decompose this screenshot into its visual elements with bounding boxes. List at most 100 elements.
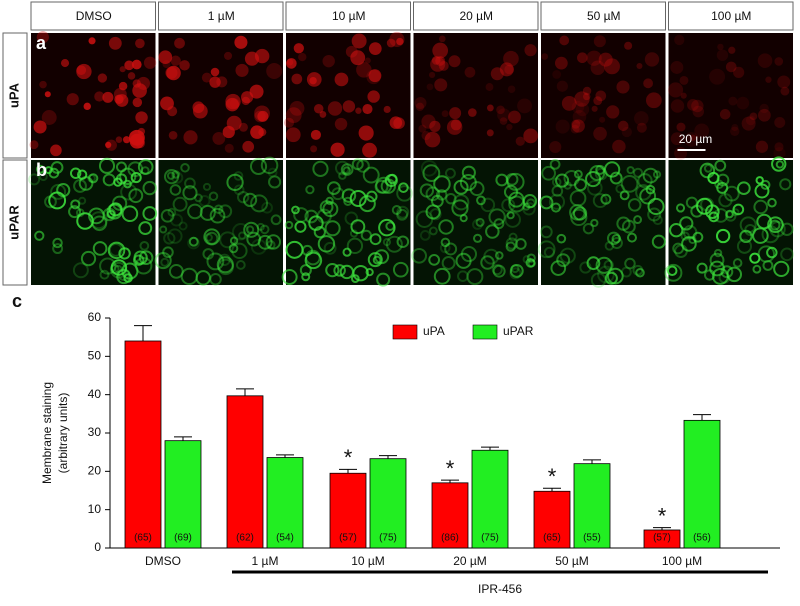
cell (549, 140, 562, 154)
cell (323, 241, 337, 255)
cell (87, 173, 96, 183)
cell (138, 250, 154, 266)
cell (209, 207, 226, 224)
cell (431, 55, 441, 65)
cell (418, 124, 427, 133)
row-label-box (2, 159, 28, 286)
cell (627, 198, 642, 212)
cell (457, 270, 469, 282)
cell (523, 128, 539, 144)
cell (392, 261, 409, 278)
cell (491, 264, 503, 276)
cell (108, 36, 122, 50)
cell (444, 242, 458, 256)
cell (360, 229, 372, 241)
cell (109, 264, 120, 274)
cell (424, 131, 441, 148)
cell (102, 91, 114, 103)
cell (169, 184, 182, 196)
legend-swatch (472, 324, 498, 340)
cell (383, 105, 391, 114)
cell (703, 269, 716, 281)
n-label: (54) (276, 533, 294, 544)
cell (76, 169, 88, 180)
n-label: (57) (653, 533, 671, 544)
cell (599, 116, 606, 123)
cell (226, 173, 244, 192)
cell (670, 60, 684, 74)
cell (664, 263, 683, 282)
cell (355, 107, 362, 114)
cell (123, 179, 132, 189)
cell (669, 222, 684, 238)
cell (425, 204, 441, 220)
cell (563, 181, 572, 190)
cell (422, 164, 441, 183)
column-header-box (30, 1, 156, 31)
x-tick-label: 1 µM (252, 554, 279, 568)
column-header-box (158, 1, 284, 31)
y-tick-label: 0 (94, 540, 101, 554)
cell (597, 265, 615, 284)
cell (99, 269, 110, 280)
cell (365, 190, 378, 203)
cell (35, 164, 45, 174)
cell (415, 102, 425, 111)
cell (428, 254, 441, 266)
cell (766, 246, 778, 259)
cell (266, 240, 276, 250)
cell (626, 166, 635, 175)
cell (242, 192, 258, 208)
cell (600, 193, 612, 205)
cell (226, 115, 242, 131)
cell (767, 216, 784, 234)
cell (506, 211, 515, 220)
cell (162, 246, 174, 259)
cell (591, 105, 598, 112)
cell (504, 211, 521, 228)
cell (771, 156, 787, 172)
bar (266, 457, 304, 549)
cell (555, 119, 570, 134)
cell (136, 76, 151, 90)
cell (301, 272, 311, 282)
cell (561, 95, 577, 111)
cell (236, 190, 250, 204)
cell (396, 205, 410, 219)
cell (265, 234, 282, 250)
cell (138, 221, 153, 236)
cell (268, 175, 282, 189)
cell (780, 86, 790, 96)
cell (733, 66, 745, 78)
cell (554, 56, 568, 70)
cell (555, 173, 570, 188)
cell (767, 197, 777, 208)
cell (350, 274, 360, 283)
cell (44, 195, 57, 209)
cell (121, 205, 139, 223)
cell (257, 234, 273, 250)
cell (475, 217, 485, 227)
cell (440, 237, 451, 248)
cell (119, 66, 126, 73)
cell (351, 158, 364, 171)
cell (593, 35, 606, 48)
cell (493, 218, 505, 230)
cell (396, 235, 410, 249)
cell (647, 197, 665, 216)
cell (285, 127, 301, 143)
y-tick-label: 20 (88, 464, 102, 478)
cell (472, 233, 483, 243)
cell (41, 110, 57, 125)
cell (687, 99, 699, 111)
cell (726, 266, 743, 283)
cell (163, 169, 180, 185)
cell (260, 156, 279, 175)
cell (60, 59, 70, 68)
cell (108, 242, 123, 257)
cell (218, 204, 233, 219)
cell (739, 216, 757, 234)
cell (501, 198, 516, 213)
cell (68, 205, 82, 219)
cell (718, 271, 731, 284)
